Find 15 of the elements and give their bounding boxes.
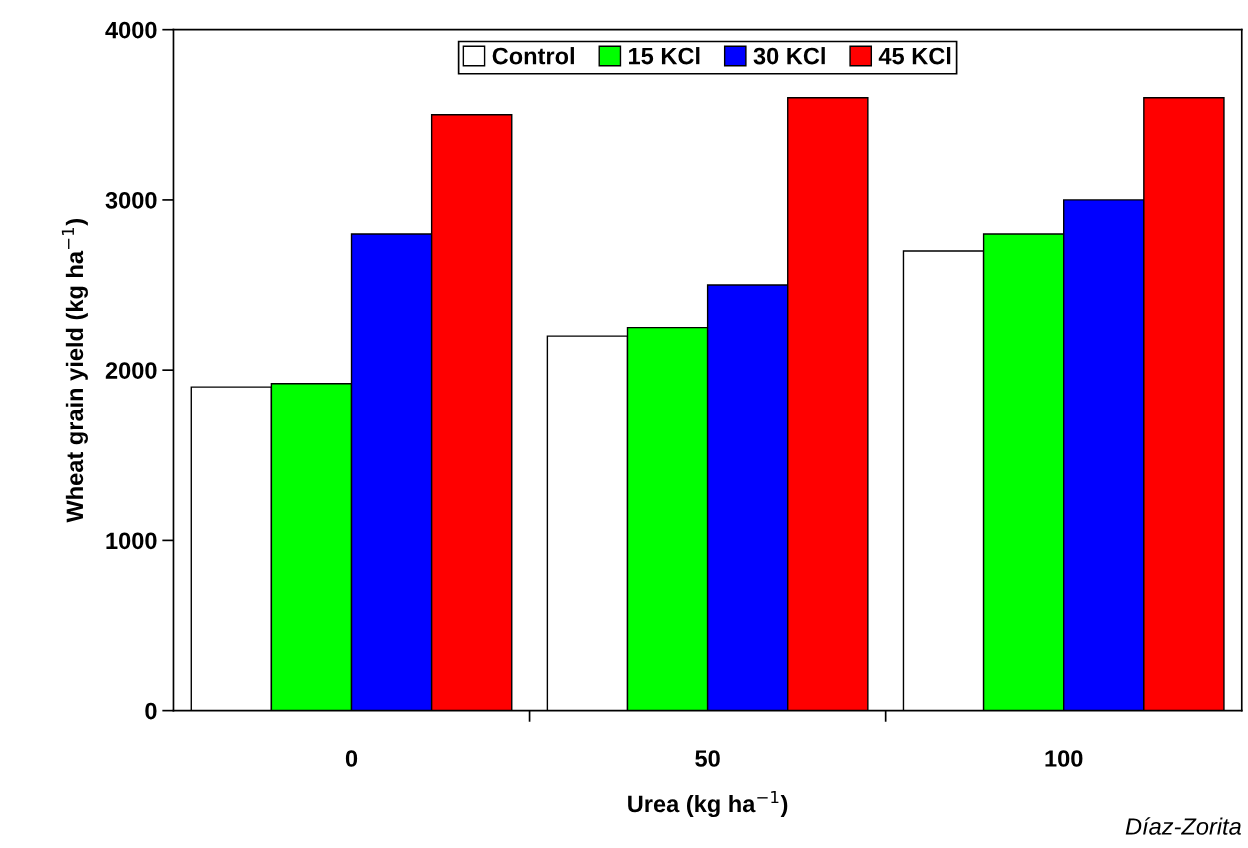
text: Díaz-Zorita bbox=[1125, 817, 1241, 835]
y-axis-title: Wheat grain yield (kg ha$^{−1}$) bbox=[61, 219, 88, 523]
x-tick-label: 100 bbox=[1045, 750, 1083, 767]
y-tick-label: 4000 bbox=[105, 21, 157, 39]
legend-label: Control bbox=[492, 47, 574, 65]
y-tick-label: 3000 bbox=[105, 191, 157, 209]
legend-label: 45 KCl bbox=[878, 47, 951, 65]
x-tick-label: 0 bbox=[345, 750, 358, 767]
legend-label: 30 KCl bbox=[753, 47, 825, 65]
x-tick-label: 50 bbox=[695, 750, 720, 767]
y-tick-label: 1000 bbox=[106, 532, 157, 550]
legend-label: 15 KCl bbox=[629, 47, 700, 65]
y-tick-label: 0 bbox=[145, 702, 157, 720]
x-axis-title: Urea (kg ha$^{−1}$) bbox=[628, 790, 788, 818]
y-tick-label: 2000 bbox=[105, 362, 157, 379]
